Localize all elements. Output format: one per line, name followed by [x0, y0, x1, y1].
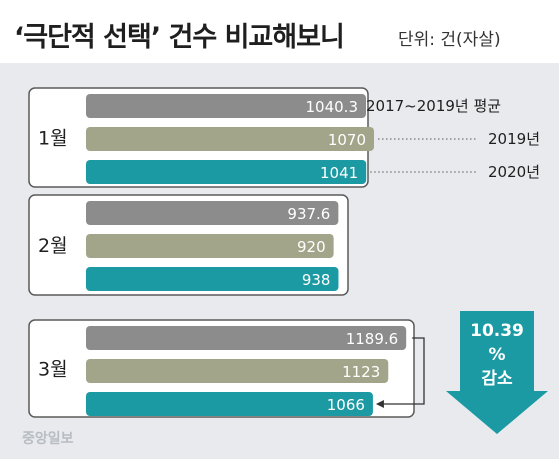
bar-value-label-1-3: 1041	[320, 164, 358, 182]
bar-value-label-2-3: 938	[302, 271, 331, 289]
month-label-2: 2월	[38, 235, 68, 257]
bar-value-label-3-3: 1066	[327, 396, 365, 414]
logo-text: 중앙일보	[22, 431, 74, 447]
legend-label-2: 2019년	[488, 130, 540, 148]
bar-2-3	[86, 267, 339, 291]
header: ‘극단적 선택’ 건수 비교해보니 단위: 건(자살)	[0, 0, 559, 63]
bar-value-label-2-1: 937.6	[287, 205, 330, 223]
bar-3-1	[86, 326, 407, 350]
month-label-3: 3월	[38, 359, 68, 381]
bar-value-label-2-2: 920	[297, 238, 326, 256]
bar-2-2	[86, 234, 334, 258]
comparison-arrowhead	[375, 400, 384, 408]
comparison-bracket	[382, 337, 425, 405]
unit-label: 단위: 건(자살)	[398, 30, 501, 50]
bar-value-label-3-1: 1189.6	[346, 330, 399, 348]
legend-label-3: 2020년	[488, 163, 540, 181]
month-label-1: 1월	[38, 128, 68, 150]
publisher-logo: 중앙일보	[22, 428, 74, 448]
bar-3-2	[86, 359, 389, 383]
chart-title: ‘극단적 선택’ 건수 비교해보니	[14, 22, 345, 53]
bar-3-3	[86, 392, 373, 416]
bar-value-label-1-2: 1070	[328, 131, 366, 149]
decrease-text: 감소	[481, 369, 513, 389]
decrease-value: 10.39	[470, 321, 524, 341]
bar-value-label-3-2: 1123	[342, 363, 380, 381]
decrease-arrow	[446, 311, 548, 434]
bar-1-2	[86, 127, 374, 151]
bar-value-label-1-1: 1040.3	[306, 98, 359, 116]
bar-2-1	[86, 201, 339, 225]
legend-label-1: 2017~2019년 평균	[366, 97, 501, 115]
bar-1-1	[86, 94, 367, 118]
decrease-percent: %	[488, 345, 505, 365]
bar-1-3	[86, 160, 367, 184]
